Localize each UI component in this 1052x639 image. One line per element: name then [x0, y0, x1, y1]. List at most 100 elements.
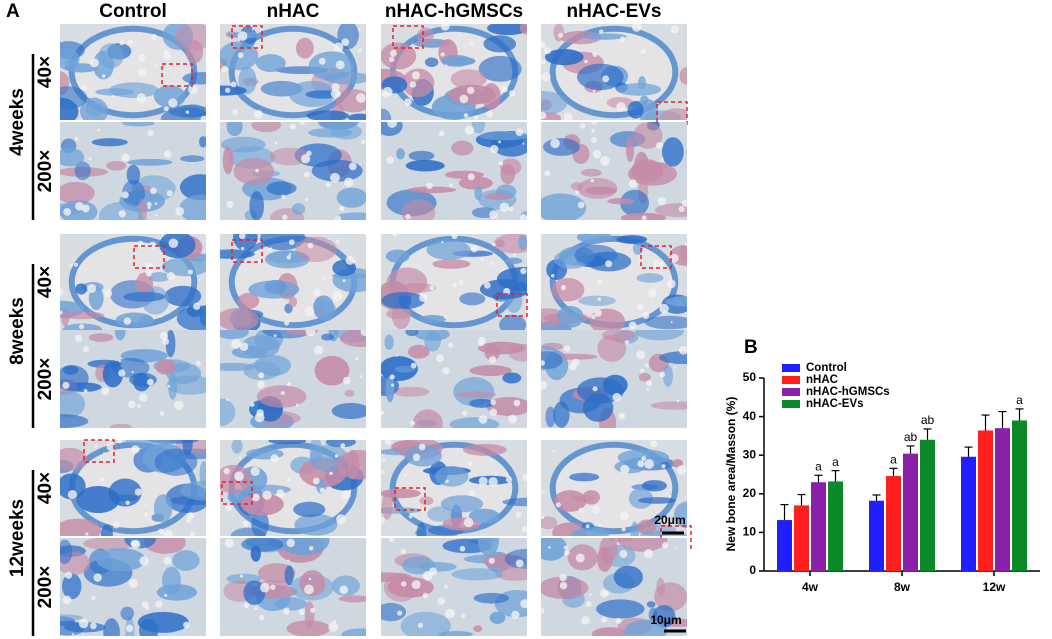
- pore: [499, 202, 510, 212]
- pore: [605, 260, 613, 268]
- tissue: [220, 136, 266, 153]
- pore: [163, 556, 172, 565]
- pore: [79, 324, 85, 330]
- histology-image: [60, 122, 206, 220]
- pore: [128, 578, 139, 589]
- pore: [85, 532, 89, 536]
- pore: [488, 557, 495, 564]
- pore: [78, 618, 89, 629]
- pore: [390, 383, 395, 387]
- tissue: [419, 496, 434, 506]
- pore: [459, 94, 469, 104]
- tissue: [324, 71, 366, 85]
- pore: [166, 190, 173, 197]
- tissue: [60, 447, 88, 471]
- tissue: [254, 355, 292, 377]
- pore: [478, 476, 488, 486]
- tissue: [633, 122, 663, 149]
- pore: [445, 479, 449, 483]
- histology-image: [220, 234, 366, 330]
- tissue: [427, 506, 454, 522]
- pore: [619, 550, 628, 558]
- pore: [404, 474, 408, 477]
- pore: [592, 386, 598, 392]
- bar: [886, 476, 901, 571]
- pore: [308, 545, 314, 551]
- tissue: [435, 465, 469, 487]
- roi-box: [640, 245, 672, 269]
- tissue: [291, 203, 306, 215]
- roi-box: [392, 25, 424, 49]
- legend-swatch: [782, 364, 800, 372]
- tissue: [220, 249, 255, 259]
- tissue: [381, 375, 400, 396]
- pore: [508, 90, 516, 97]
- pore: [490, 144, 499, 154]
- tissue: [109, 423, 132, 428]
- tissue: [346, 449, 360, 480]
- tissue: [502, 497, 527, 507]
- tissue: [654, 582, 687, 612]
- pore: [646, 380, 653, 387]
- pore: [541, 59, 546, 65]
- tissue: [630, 521, 639, 536]
- pore: [166, 271, 176, 281]
- pore: [602, 75, 610, 83]
- tissue: [474, 185, 483, 201]
- histology-image: [541, 234, 687, 330]
- pore: [239, 574, 244, 578]
- tissue: [639, 99, 659, 120]
- tissue: [331, 402, 366, 420]
- pore: [642, 312, 650, 319]
- pore: [112, 521, 120, 529]
- column-header: nHAC-hGMSCs: [385, 1, 523, 22]
- tissue: [484, 193, 511, 201]
- tissue: [60, 311, 105, 320]
- tissue: [347, 113, 366, 120]
- pore: [239, 342, 249, 352]
- pore: [339, 585, 349, 595]
- tissue: [659, 351, 687, 365]
- tissue: [553, 401, 570, 428]
- pore: [231, 338, 241, 349]
- pore: [550, 273, 555, 278]
- pore: [644, 363, 649, 368]
- pore: [418, 443, 426, 451]
- error-bar: [1015, 408, 1024, 421]
- pore: [408, 514, 413, 519]
- pore: [299, 122, 306, 126]
- pore: [489, 262, 493, 266]
- pore: [661, 542, 669, 549]
- pore: [388, 56, 395, 63]
- pore: [466, 86, 475, 95]
- pore: [498, 140, 502, 144]
- tissue: [451, 568, 504, 581]
- tissue: [100, 524, 113, 536]
- tissue: [449, 417, 500, 428]
- pore: [254, 606, 258, 610]
- legend-swatch: [782, 376, 800, 384]
- pore: [319, 487, 326, 494]
- pore: [464, 125, 475, 135]
- tissue: [385, 375, 395, 403]
- histology-image: [541, 538, 687, 636]
- tissue: [483, 35, 517, 53]
- magnification-label: 40×: [35, 56, 56, 88]
- legend-swatch: [782, 400, 800, 408]
- error-bar: [872, 494, 881, 501]
- tissue: [638, 372, 651, 382]
- pore: [592, 505, 601, 514]
- tissue: [96, 548, 146, 572]
- pore: [134, 488, 142, 496]
- pore: [520, 599, 527, 609]
- pore: [187, 269, 193, 275]
- pore: [563, 112, 573, 120]
- pore: [422, 592, 429, 599]
- pore: [301, 154, 311, 164]
- pore: [226, 200, 234, 209]
- pore: [563, 545, 568, 550]
- tissue: [103, 618, 120, 636]
- tissue: [625, 136, 635, 163]
- histology-image: [220, 440, 366, 536]
- pore: [163, 106, 169, 112]
